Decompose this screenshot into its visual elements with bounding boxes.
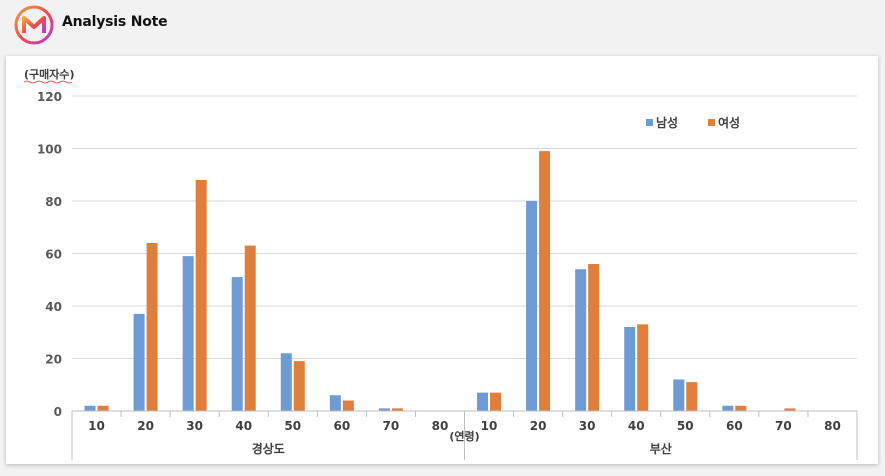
bar	[342, 400, 354, 411]
bar	[784, 408, 796, 411]
x-tick-label: 80	[824, 419, 841, 433]
y-tick-label: 20	[45, 353, 62, 367]
bar	[575, 269, 587, 411]
bar	[133, 313, 145, 411]
legend-swatch	[646, 119, 653, 126]
x-tick-label: 70	[383, 419, 400, 433]
legend-label: 남성	[656, 115, 678, 130]
bar	[391, 408, 403, 411]
x-tick-label: 40	[235, 419, 252, 433]
bar	[195, 180, 207, 411]
bar	[624, 327, 636, 411]
bar	[97, 405, 109, 411]
x-axis-label: (연령)	[449, 429, 479, 443]
x-tick-label: 80	[432, 419, 449, 433]
y-tick-label: 40	[45, 300, 62, 314]
bar	[477, 392, 489, 411]
x-tick-label: 60	[333, 419, 350, 433]
bars	[84, 151, 796, 411]
y-axis-label: (구매자수)	[24, 67, 75, 81]
bar	[146, 243, 158, 411]
bar	[722, 405, 734, 411]
x-tick-label: 30	[186, 419, 203, 433]
bar	[588, 264, 600, 411]
bar	[293, 361, 305, 411]
x-tick-label: 30	[579, 419, 596, 433]
x-tick-label: 70	[775, 419, 792, 433]
bar	[182, 256, 194, 411]
bar	[637, 324, 649, 411]
y-tick-label: 0	[54, 405, 62, 419]
chart-card: 0 20 40 60 80 100 120 (구매자수) 10 20 30 40 50 60 70 80 경상도…	[6, 56, 878, 464]
legend-label: 여성	[718, 115, 740, 130]
x-tick-label: 20	[530, 419, 547, 433]
bar	[280, 353, 292, 411]
group-label: 경상도	[252, 441, 285, 456]
x-tick-label: 20	[137, 419, 154, 433]
m-logo-icon	[14, 5, 54, 45]
y-tick-label: 60	[45, 248, 62, 262]
bar	[539, 151, 551, 411]
x-tick-label: 10	[481, 419, 498, 433]
bar	[686, 382, 698, 411]
bar	[735, 405, 747, 411]
bar	[244, 245, 256, 411]
group-label: 부산	[650, 441, 672, 456]
bar-chart: 0 20 40 60 80 100 120 (구매자수) 10 20 30 40 50 60 70 80 경상도…	[23, 67, 858, 460]
spellcheck-underline	[23, 80, 73, 84]
legend-swatch	[708, 119, 715, 126]
bar	[329, 395, 341, 411]
bar	[378, 408, 390, 411]
axes	[71, 410, 858, 460]
x-tick-label: 50	[284, 419, 301, 433]
x-tick-label: 40	[628, 419, 645, 433]
brand-title: Analysis Note	[62, 14, 168, 30]
x-tick-label: 60	[726, 419, 743, 433]
header: Analysis Note	[0, 0, 885, 52]
x-tick-label: 10	[88, 419, 105, 433]
bar	[490, 392, 502, 411]
x-tick-label: 50	[677, 419, 694, 433]
bar	[526, 201, 538, 411]
bar	[673, 379, 685, 411]
bar	[231, 277, 243, 411]
bar	[84, 405, 96, 411]
y-tick-label: 100	[37, 143, 62, 157]
y-tick-label: 120	[37, 90, 62, 104]
legend: 남성 여성	[646, 115, 740, 130]
labels: 0 20 40 60 80 100 120 (구매자수) 10 20 30 40 50 60 70 80 경상도…	[23, 67, 841, 456]
y-tick-label: 80	[45, 195, 62, 209]
